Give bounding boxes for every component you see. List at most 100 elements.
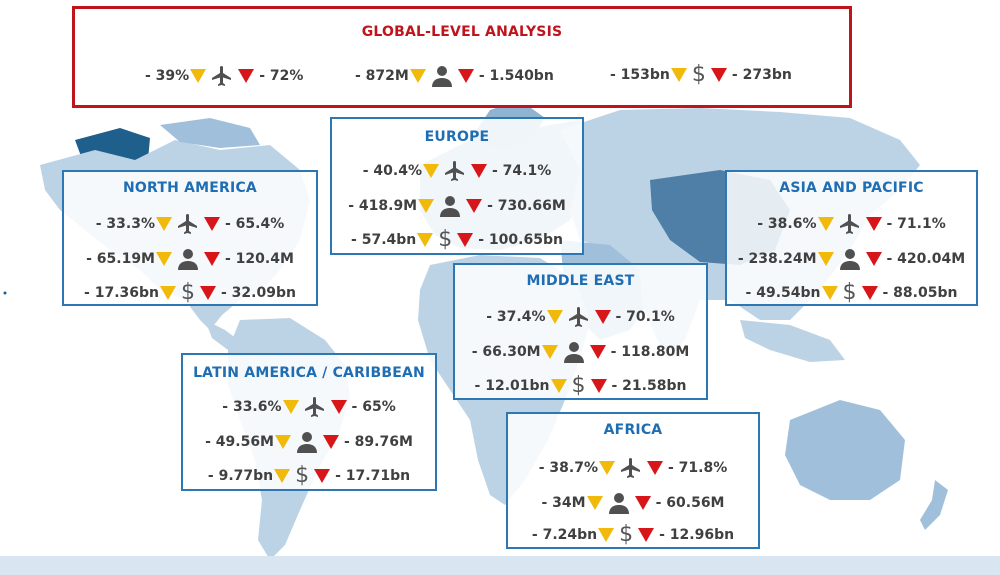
revenue-high: - 12.96bn (659, 527, 735, 543)
passengers-metric: - 49.56M - 89.76M (183, 430, 435, 454)
region-title: LATIN AMERICA / CARIBBEAN (193, 365, 425, 381)
flights-low: - 33.6% (222, 399, 282, 415)
revenue-low: - 12.01bn (474, 378, 550, 394)
revenue-high: - 32.09bn (221, 285, 296, 301)
red-down-triangle-icon (590, 379, 607, 393)
revenue-metric: - 17.36bn $ - 32.09bn (64, 282, 316, 304)
person-icon (440, 196, 461, 217)
revenue-high: - 21.58bn (611, 378, 687, 394)
global-revenue-high: - 273bn (731, 67, 792, 83)
person-icon (563, 342, 584, 363)
passengers-high: - 89.76M (344, 434, 413, 450)
revenue-low: - 9.77bn (207, 468, 274, 484)
new-zealand-shape (920, 480, 948, 530)
revenue-metric: - 9.77bn $ - 17.71bn (183, 465, 435, 487)
red-down-triangle-icon (638, 528, 655, 542)
red-down-triangle-icon (647, 461, 663, 475)
global-analysis-box: GLOBAL-LEVEL ANALYSIS - 39% - 72% - 872M… (72, 6, 852, 108)
yellow-down-triangle-icon (417, 233, 434, 247)
passengers-low: - 66.30M (471, 344, 541, 360)
revenue-low: - 57.4bn (351, 232, 417, 248)
person-icon (839, 249, 860, 270)
flights-high: - 65.4% (225, 216, 285, 232)
flights-high: - 71.8% (668, 460, 728, 476)
map-dot (3, 291, 7, 295)
yellow-down-triangle-icon (282, 400, 299, 414)
airplane-icon (839, 214, 859, 234)
red-down-triangle-icon (330, 400, 347, 414)
region-title: EUROPE (424, 129, 490, 145)
red-down-triangle-icon (865, 217, 882, 231)
passengers-metric: - 66.30M - 118.80M (455, 340, 706, 364)
flights-metric: - 38.6% - 71.1% (727, 212, 976, 236)
region-title: AFRICA (603, 422, 663, 438)
red-down-triangle-icon (204, 217, 220, 231)
airplane-icon (304, 397, 324, 417)
yellow-down-triangle-icon (598, 528, 615, 542)
red-down-triangle-icon (204, 252, 220, 266)
global-revenue-low: - 153bn (610, 67, 670, 83)
dollar-icon: $ (619, 522, 634, 547)
revenue-high: - 17.71bn (335, 468, 411, 484)
yellow-down-triangle-icon (817, 217, 834, 231)
flights-low: - 40.4% (362, 163, 422, 179)
europe-box: EUROPE - 40.4% - 74.1% - 418.9M - 730.66… (330, 117, 584, 255)
red-down-triangle-icon (323, 435, 339, 449)
yellow-down-triangle-icon (275, 435, 291, 449)
airplane-icon (568, 307, 588, 327)
flights-high: - 74.1% (492, 163, 552, 179)
airplane-icon (445, 161, 464, 181)
passengers-low: - 238.24M (737, 251, 817, 267)
dollar-icon: $ (295, 463, 310, 488)
dollar-icon: $ (571, 373, 586, 398)
australia-shape (785, 400, 905, 500)
airplane-icon (178, 214, 197, 234)
revenue-low: - 49.54bn (745, 285, 821, 301)
africa-box: AFRICA - 38.7% - 71.8% - 34M - 60.56M - … (506, 412, 760, 549)
person-icon (431, 66, 452, 87)
yellow-down-triangle-icon (160, 286, 176, 300)
global-flights-low: - 39% (145, 68, 190, 84)
passengers-metric: - 34M - 60.56M (508, 491, 758, 515)
revenue-metric: - 57.4bn $ - 100.65bn (332, 229, 582, 251)
red-down-triangle-icon (457, 69, 474, 83)
flights-low: - 37.4% (486, 309, 546, 325)
person-icon (178, 249, 198, 270)
flights-metric: - 37.4% - 70.1% (455, 305, 706, 329)
red-down-triangle-icon (634, 496, 651, 510)
region-title: ASIA AND PACIFIC (779, 180, 924, 196)
global-revenue-metric: - 153bn $ - 273bn (610, 64, 792, 86)
red-down-triangle-icon (589, 345, 606, 359)
passengers-low: - 49.56M (205, 434, 274, 450)
yellow-down-triangle-icon (156, 252, 172, 266)
yellow-down-triangle-icon (541, 345, 558, 359)
red-down-triangle-icon (457, 233, 474, 247)
revenue-high: - 100.65bn (478, 232, 563, 248)
red-down-triangle-icon (200, 286, 216, 300)
yellow-down-triangle-icon (599, 461, 615, 475)
red-down-triangle-icon (865, 252, 882, 266)
passengers-low: - 34M (541, 495, 586, 511)
yellow-down-triangle-icon (670, 68, 687, 82)
southeast-asia-shape (740, 320, 845, 362)
red-down-triangle-icon (314, 469, 331, 483)
passengers-high: - 120.4M (225, 251, 294, 267)
flights-low: - 38.6% (757, 216, 817, 232)
north-america-box: NORTH AMERICA - 33.3% - 65.4% - 65.19M -… (62, 170, 318, 306)
flights-metric: - 40.4% - 74.1% (332, 159, 582, 183)
yellow-down-triangle-icon (274, 469, 291, 483)
red-down-triangle-icon (238, 69, 255, 83)
revenue-high: - 88.05bn (882, 285, 958, 301)
yellow-down-triangle-icon (586, 496, 603, 510)
dollar-icon: $ (691, 62, 706, 87)
yellow-down-triangle-icon (409, 69, 426, 83)
revenue-metric: - 12.01bn $ - 21.58bn (455, 375, 706, 397)
airplane-icon (621, 458, 640, 478)
flights-high: - 71.1% (886, 216, 946, 232)
middle-east-box: MIDDLE EAST - 37.4% - 70.1% - 66.30M - 1… (453, 263, 708, 400)
passengers-high: - 730.66M (487, 198, 566, 214)
revenue-metric: - 7.24bn $ - 12.96bn (508, 524, 758, 546)
global-title: GLOBAL-LEVEL ANALYSIS (361, 24, 563, 40)
antarctica-shape (0, 556, 1000, 575)
global-flights-high: - 72% (259, 68, 304, 84)
